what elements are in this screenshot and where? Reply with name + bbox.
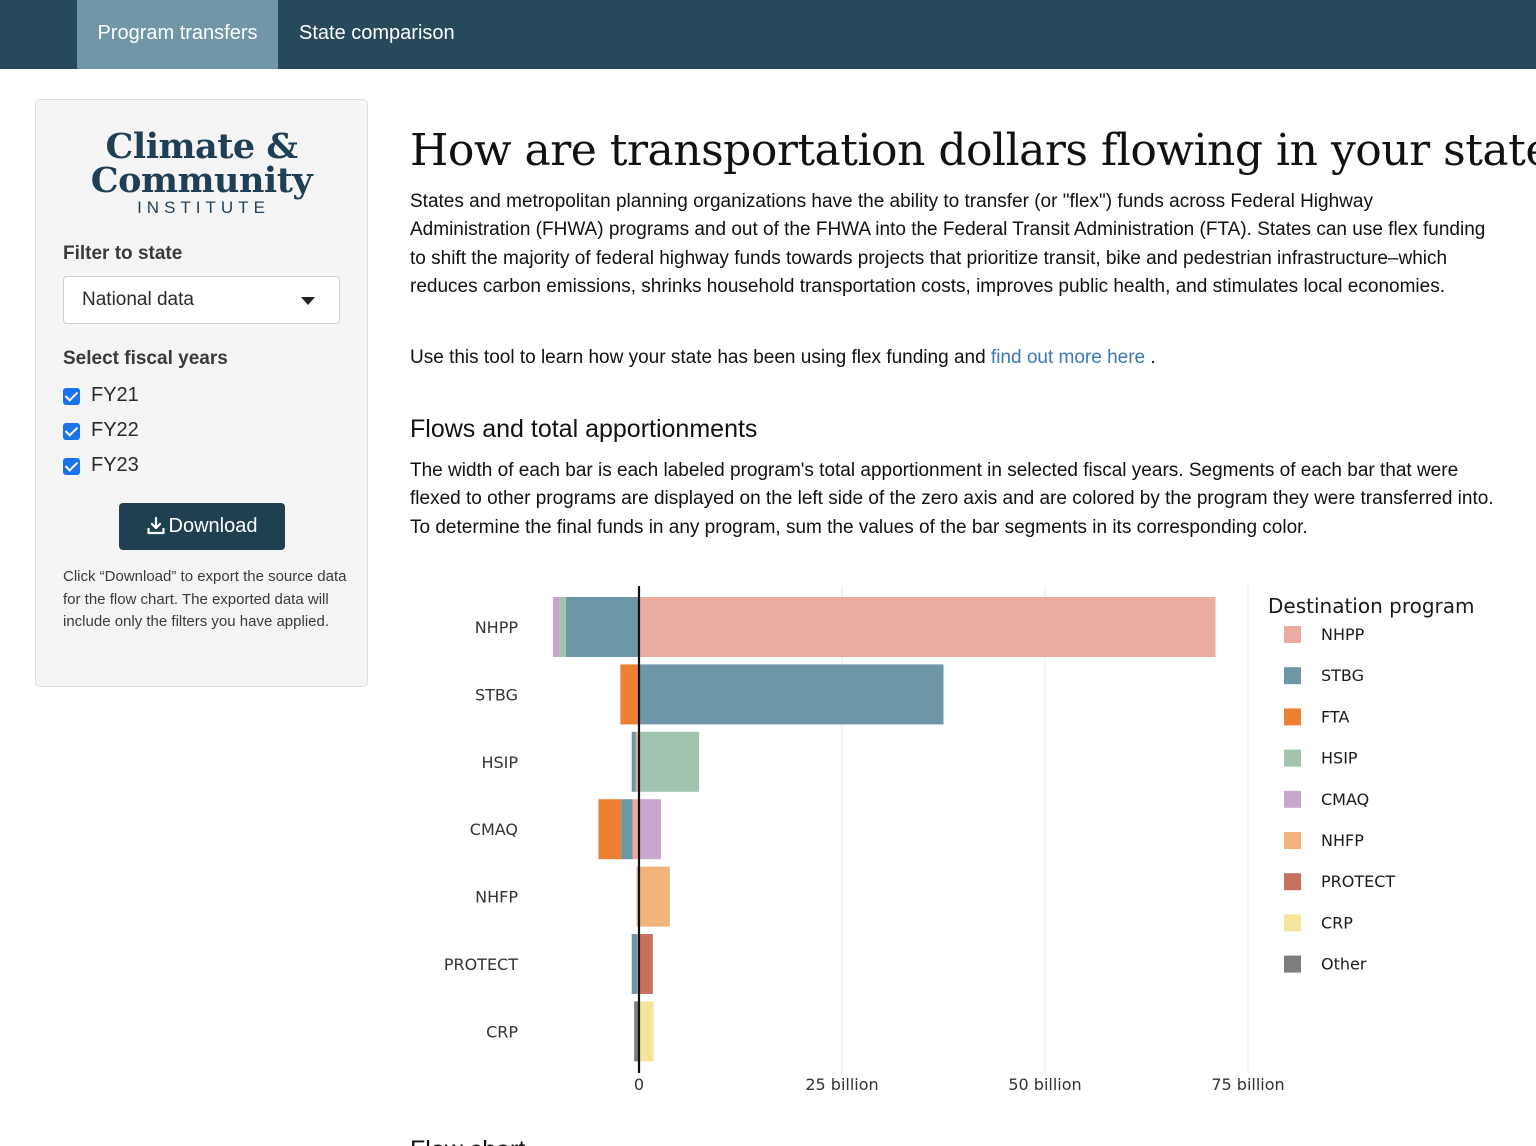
bars-layer <box>552 597 1216 1062</box>
x-tick-label: 75 billion <box>1211 1075 1284 1094</box>
bar-segment-stbg-to-fta[interactable] <box>620 664 639 725</box>
bar-segment-nhfp-to-nhpp[interactable] <box>636 866 639 927</box>
state-select[interactable]: National data <box>63 276 340 324</box>
legend-swatch[interactable] <box>1284 667 1301 685</box>
tool-text: Use this tool to learn how your state ha… <box>410 347 986 368</box>
tab-program-transfers[interactable]: Program transfers <box>77 0 278 69</box>
top-navbar: Program transfers State comparison <box>0 0 1536 69</box>
chevron-down-icon <box>301 297 315 305</box>
logo-line-community: Community <box>90 160 313 201</box>
legend-item-label[interactable]: HSIP <box>1321 749 1358 768</box>
download-help-text: Click “Download” to export the source da… <box>63 568 347 630</box>
checkbox-checked-icon[interactable] <box>63 458 80 475</box>
tool-text-end: . <box>1150 347 1156 368</box>
legend-item-label[interactable]: FTA <box>1321 707 1349 726</box>
page-title: How are transportation dollars flowing i… <box>410 125 1536 176</box>
section-title: Flows and total apportionments <box>410 415 758 443</box>
legend-swatch[interactable] <box>1284 955 1301 973</box>
legend-item-label[interactable]: PROTECT <box>1321 872 1395 891</box>
bar-segment-cmaq-to-stbg[interactable] <box>621 799 633 860</box>
bar-segment-nhpp-to-stbg[interactable] <box>565 597 639 657</box>
bar-segment-nhfp-to-nhfp[interactable] <box>639 866 670 927</box>
legend-item-label[interactable]: Other <box>1321 955 1367 974</box>
filter-state-label: Filter to state <box>63 243 183 264</box>
bar-segment-nhpp-to-cmaq[interactable] <box>552 597 560 657</box>
category-label: NHFP <box>475 888 518 907</box>
bar-segment-cmaq-to-fta[interactable] <box>598 799 622 860</box>
bar-segment-cmaq-to-nhpp[interactable] <box>632 799 639 860</box>
bar-segment-cmaq-to-cmaq[interactable] <box>639 799 661 860</box>
legend-swatch[interactable] <box>1284 749 1301 767</box>
legend-item-label[interactable]: NHPP <box>1321 625 1365 644</box>
tool-paragraph: Use this tool to learn how your state ha… <box>410 344 1495 372</box>
legend-item-label[interactable]: NHFP <box>1321 831 1364 850</box>
download-label: Download <box>168 515 258 537</box>
category-label: NHPP <box>475 618 519 637</box>
checkbox-label: FY22 <box>91 419 139 441</box>
bar-segment-stbg-to-stbg[interactable] <box>639 664 944 725</box>
sidebar-panel: Climate & Community INSTITUTE Filter to … <box>35 99 368 687</box>
category-label: PROTECT <box>444 955 518 974</box>
bar-segment-crp-to-crp[interactable] <box>639 1001 654 1062</box>
download-icon <box>146 516 165 535</box>
flows-bar-chart: 0 25 billion 50 billion 75 billion NHPP STBG H… <box>444 586 1475 1094</box>
legend-swatch[interactable] <box>1284 832 1301 849</box>
x-tick-label: 25 billion <box>805 1075 878 1094</box>
bar-segment-crp-to-other[interactable] <box>634 1001 639 1062</box>
category-label: CRP <box>486 1022 518 1041</box>
climate-community-logo: Climate & Community INSTITUTE <box>36 126 367 218</box>
find-out-more-link[interactable]: find out more here <box>990 347 1146 368</box>
legend-swatch[interactable] <box>1284 914 1301 932</box>
legend-swatch[interactable] <box>1284 708 1301 726</box>
checkbox-label: FY21 <box>91 384 139 406</box>
logo-line-climate: Climate & <box>105 126 298 167</box>
intro-paragraph: States and metropolitan planning organiz… <box>410 191 1486 298</box>
download-button[interactable]: Download <box>119 503 285 550</box>
legend: Destination program NHPP STBG FTA HSIP CMAQ NH… <box>1268 594 1475 974</box>
category-label: STBG <box>475 685 518 704</box>
section-description: The width of each bar is each labeled pr… <box>410 460 1494 538</box>
legend-swatch[interactable] <box>1284 626 1301 643</box>
bar-segment-hsip-to-hsip[interactable] <box>639 731 700 792</box>
bar-segment-nhpp-to-hsip[interactable] <box>559 597 566 657</box>
bar-segment-nhpp-to-nhpp[interactable] <box>639 597 1216 657</box>
bar-segment-hsip-to-nhpp[interactable] <box>635 731 639 792</box>
flow-chart-heading: Flow chart <box>410 1136 525 1146</box>
x-tick-label: 50 billion <box>1008 1075 1081 1094</box>
state-select-value: National data <box>82 289 194 310</box>
legend-title: Destination program <box>1268 594 1475 618</box>
legend-item-label[interactable]: STBG <box>1321 666 1364 685</box>
checkbox-checked-icon[interactable] <box>63 423 80 440</box>
category-label: CMAQ <box>470 820 518 839</box>
checkbox-checked-icon[interactable] <box>63 388 80 405</box>
legend-item-label[interactable]: CRP <box>1321 913 1353 932</box>
checkbox-label: FY23 <box>91 454 139 476</box>
bar-segment-hsip-to-stbg[interactable] <box>631 731 636 792</box>
logo-line-institute: INSTITUTE <box>137 198 270 217</box>
legend-swatch[interactable] <box>1284 790 1301 808</box>
x-tick-label: 0 <box>634 1075 644 1094</box>
legend-swatch[interactable] <box>1284 873 1301 891</box>
grid-layer <box>841 586 1249 1073</box>
tab-state-comparison[interactable]: State comparison <box>299 22 455 44</box>
legend-item-label[interactable]: CMAQ <box>1321 790 1369 809</box>
bar-segment-protect-to-protect[interactable] <box>639 934 653 994</box>
fiscal-years-label: Select fiscal years <box>63 348 228 369</box>
bar-segment-protect-to-stbg[interactable] <box>631 934 638 994</box>
axis-layer: 0 25 billion 50 billion 75 billion NHPP STBG H… <box>444 586 1285 1094</box>
category-label: HSIP <box>481 753 518 772</box>
